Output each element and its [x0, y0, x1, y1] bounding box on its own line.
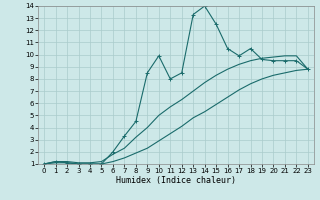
X-axis label: Humidex (Indice chaleur): Humidex (Indice chaleur): [116, 176, 236, 185]
